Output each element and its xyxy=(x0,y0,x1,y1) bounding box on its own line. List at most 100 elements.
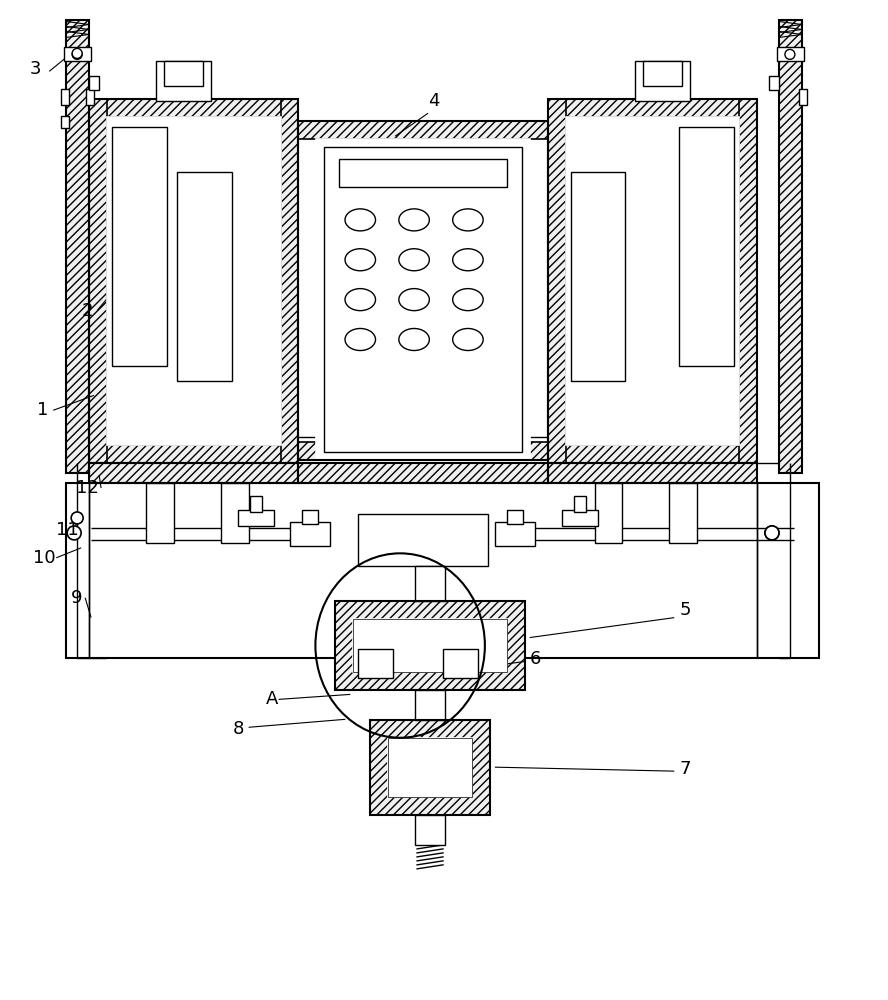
Ellipse shape xyxy=(345,209,376,231)
Bar xyxy=(89,99,298,117)
Bar xyxy=(290,522,330,546)
Bar xyxy=(298,463,548,483)
Bar xyxy=(571,172,625,381)
Circle shape xyxy=(72,49,82,59)
Bar xyxy=(595,483,622,543)
Ellipse shape xyxy=(453,328,483,351)
Bar xyxy=(370,720,490,815)
Bar xyxy=(777,47,804,61)
Text: 5: 5 xyxy=(679,601,691,619)
Bar xyxy=(339,159,507,187)
Bar xyxy=(679,127,734,366)
Circle shape xyxy=(71,48,83,60)
Bar xyxy=(370,720,490,815)
Ellipse shape xyxy=(453,249,483,271)
Text: 2: 2 xyxy=(81,302,92,320)
Bar xyxy=(238,510,274,526)
Circle shape xyxy=(785,49,795,59)
Bar xyxy=(779,20,802,473)
Bar xyxy=(353,619,507,672)
Bar xyxy=(548,463,757,483)
Text: 10: 10 xyxy=(33,549,56,567)
Bar xyxy=(415,566,445,601)
Bar xyxy=(644,61,682,86)
Bar xyxy=(324,147,522,452)
Bar xyxy=(67,483,819,658)
Bar xyxy=(86,89,94,105)
Bar xyxy=(61,116,69,128)
Bar xyxy=(548,463,757,483)
Bar xyxy=(89,99,298,463)
Text: 8: 8 xyxy=(233,720,244,738)
Text: 4: 4 xyxy=(428,92,440,110)
Circle shape xyxy=(71,512,83,524)
Bar xyxy=(548,99,757,117)
Circle shape xyxy=(67,526,81,540)
Ellipse shape xyxy=(453,209,483,231)
Text: 9: 9 xyxy=(71,589,83,607)
Bar xyxy=(316,139,530,460)
Bar xyxy=(548,99,566,463)
Bar xyxy=(353,619,507,672)
Bar xyxy=(67,20,89,473)
Bar xyxy=(443,649,478,678)
Bar xyxy=(388,738,472,797)
Bar xyxy=(61,89,69,105)
Ellipse shape xyxy=(399,249,429,271)
Bar xyxy=(769,76,779,90)
Text: 3: 3 xyxy=(29,60,41,78)
Ellipse shape xyxy=(399,328,429,351)
Ellipse shape xyxy=(453,289,483,311)
Bar xyxy=(177,172,232,381)
Bar xyxy=(388,738,472,797)
Text: A: A xyxy=(266,690,278,708)
Text: 7: 7 xyxy=(679,760,691,778)
Bar xyxy=(739,99,757,463)
Bar xyxy=(89,99,107,463)
Bar xyxy=(164,61,202,86)
Bar xyxy=(112,127,167,366)
Text: 12: 12 xyxy=(76,479,99,497)
Bar xyxy=(67,20,89,473)
Bar xyxy=(566,117,739,445)
Bar xyxy=(336,601,525,690)
Circle shape xyxy=(72,48,82,58)
Bar xyxy=(636,61,690,101)
Bar xyxy=(298,463,548,483)
Bar xyxy=(107,117,281,445)
Bar xyxy=(358,514,488,566)
Bar xyxy=(298,442,548,460)
Bar xyxy=(415,690,445,720)
Bar xyxy=(336,601,525,690)
Bar xyxy=(89,76,99,90)
Bar xyxy=(779,20,802,473)
Bar xyxy=(358,649,393,678)
Bar xyxy=(298,121,548,460)
Bar xyxy=(89,463,298,483)
Ellipse shape xyxy=(345,328,376,351)
Text: 1: 1 xyxy=(37,401,49,419)
Bar xyxy=(415,815,445,845)
Ellipse shape xyxy=(399,209,429,231)
Bar xyxy=(799,89,807,105)
Bar xyxy=(156,61,210,101)
Text: 6: 6 xyxy=(530,650,541,668)
Bar xyxy=(670,483,697,543)
Bar xyxy=(89,463,298,483)
Ellipse shape xyxy=(345,249,376,271)
Bar xyxy=(548,445,757,463)
Circle shape xyxy=(765,526,779,540)
Bar xyxy=(303,510,319,524)
Bar xyxy=(507,510,523,524)
Circle shape xyxy=(765,526,779,540)
Ellipse shape xyxy=(345,289,376,311)
Bar xyxy=(548,99,757,463)
Bar xyxy=(250,496,262,512)
Bar xyxy=(298,121,548,139)
Bar xyxy=(221,483,249,543)
Bar xyxy=(495,522,535,546)
Bar xyxy=(89,445,298,463)
Ellipse shape xyxy=(399,289,429,311)
Bar xyxy=(574,496,585,512)
Text: 11: 11 xyxy=(56,521,79,539)
